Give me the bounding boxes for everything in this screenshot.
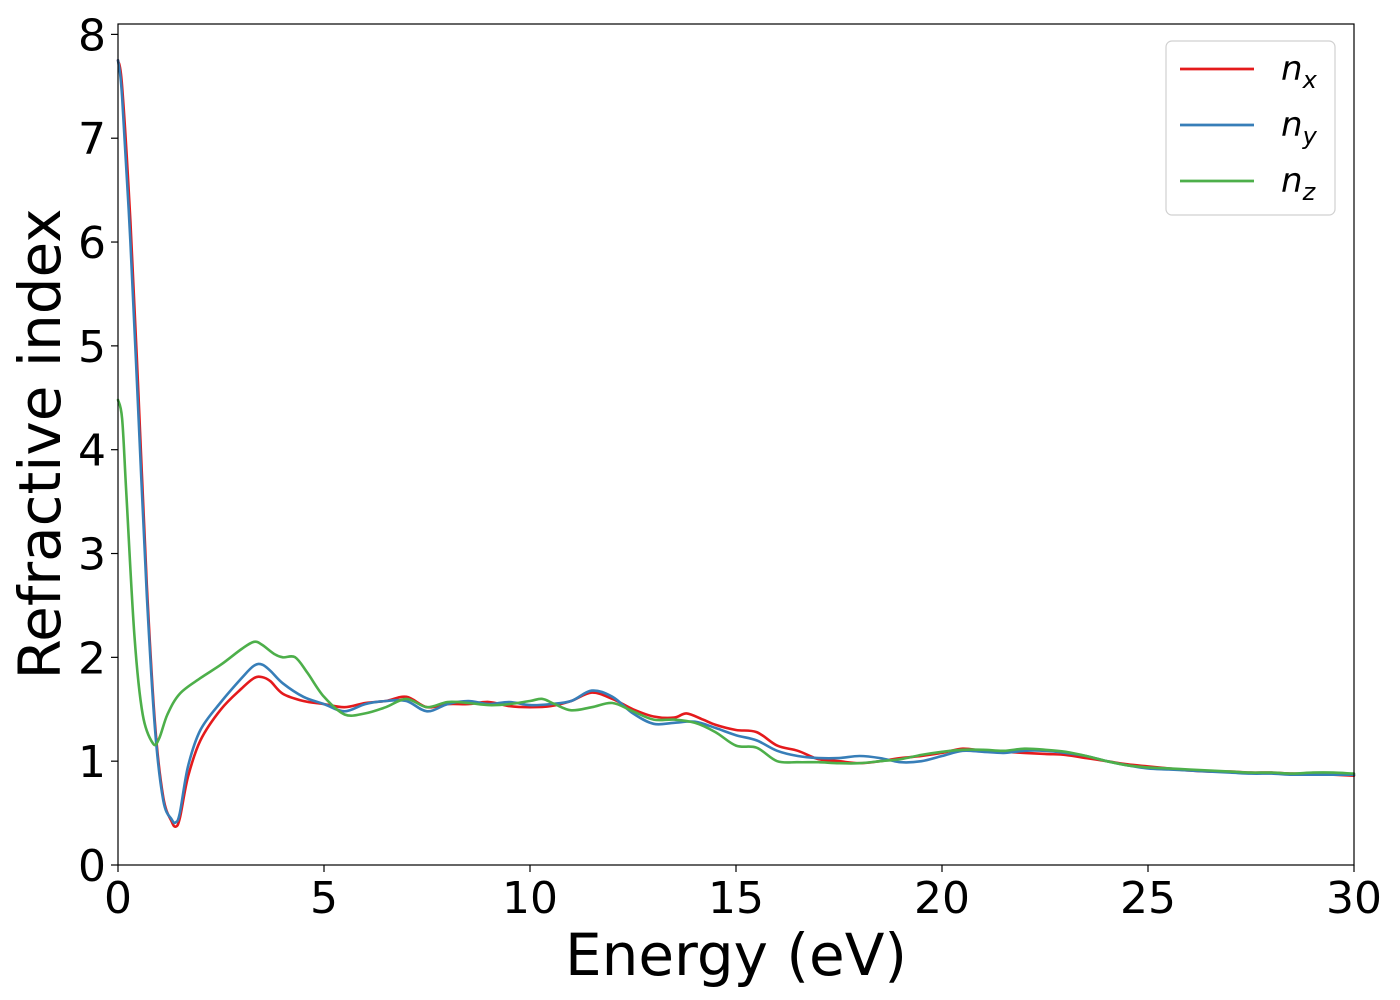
y-axis-ticks: 0 1 2 3 4 5 6 7 8 — [78, 10, 118, 892]
y-tick-label: 2 — [78, 633, 106, 684]
x-tick-label: 25 — [1120, 873, 1176, 924]
y-tick-label: 6 — [78, 218, 106, 269]
legend-box — [1165, 40, 1336, 216]
x-axis-ticks: 0 5 10 15 20 25 30 — [104, 865, 1382, 924]
y-tick-label: 1 — [78, 737, 106, 788]
y-tick-label: 8 — [78, 10, 106, 61]
x-tick-label: 10 — [502, 873, 558, 924]
y-axis-title: Refractive index — [6, 208, 74, 679]
y-tick-label: 0 — [78, 841, 106, 892]
series-layer — [116, 59, 1356, 829]
y-tick-label: 7 — [78, 114, 106, 165]
y-tick-label: 3 — [78, 530, 106, 581]
x-tick-label: 30 — [1326, 873, 1382, 924]
series-line-nz — [116, 398, 1356, 775]
x-tick-label: 5 — [310, 873, 338, 924]
x-axis-title: Energy (eV) — [565, 921, 907, 989]
y-tick-label: 5 — [78, 322, 106, 373]
x-tick-label: 15 — [708, 873, 764, 924]
x-tick-label: 20 — [914, 873, 970, 924]
y-tick-label: 4 — [78, 426, 106, 477]
x-tick-label: 0 — [104, 873, 132, 924]
